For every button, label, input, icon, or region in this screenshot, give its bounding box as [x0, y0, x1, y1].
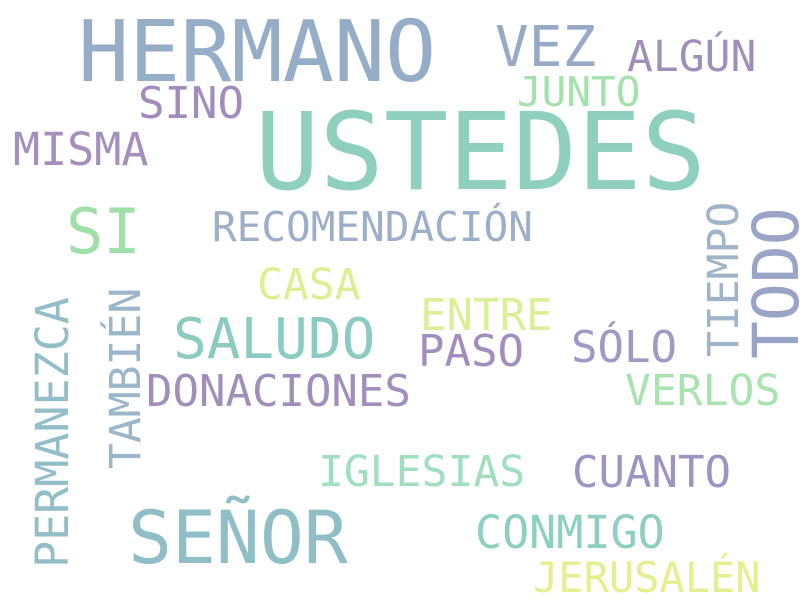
word-cuanto: CUANTO [572, 447, 731, 498]
word-misma: MISMA [13, 123, 149, 176]
word-tambien: TAMBIÉN [101, 287, 151, 469]
word-solo: SÓLO [571, 322, 677, 373]
word-donaciones: DONACIONES [146, 366, 411, 417]
word-paso: PASO [418, 326, 524, 377]
word-recomendacion: RECOMENDACIÓN [212, 203, 533, 251]
word-senor: SEÑOR [128, 496, 348, 581]
word-iglesias: IGLESIAS [318, 447, 526, 497]
word-junto: JUNTO [517, 68, 641, 116]
word-casa: CASA [257, 260, 361, 310]
word-conmigo: CONMIGO [475, 506, 665, 559]
word-vez: VEZ [495, 15, 597, 80]
word-si: SI [66, 195, 141, 268]
word-verlos: VERLOS [625, 366, 781, 416]
word-sino: SINO [138, 78, 244, 129]
word-hermano: HERMANO [78, 3, 437, 102]
word-ustedes: USTEDES [255, 91, 706, 215]
word-saludo: SALUDO [173, 307, 376, 372]
word-entre: ENTRE [420, 290, 553, 341]
word-todo: TODO [740, 207, 800, 359]
word-jerusalen: JERUSALÉN [533, 553, 761, 600]
word-permanezca: PERMANEZCA [26, 297, 79, 568]
word-algun: ALGÚN [627, 32, 757, 82]
